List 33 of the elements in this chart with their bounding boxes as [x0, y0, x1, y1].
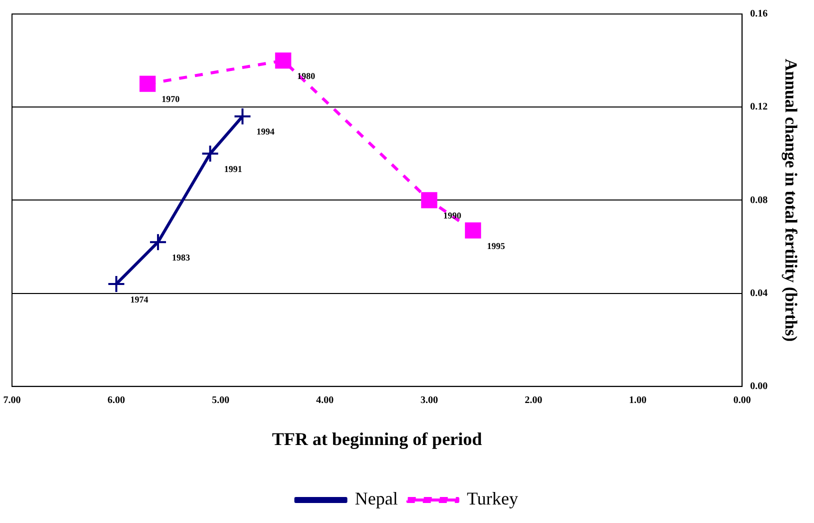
y-tick-label: 0.16	[750, 8, 768, 20]
y-tick-label: 0.00	[750, 380, 768, 392]
annotation: 1990	[443, 210, 462, 221]
point	[149, 233, 168, 252]
point	[107, 274, 126, 293]
point	[464, 222, 482, 239]
y-tick-label: 0.12	[750, 102, 768, 113]
y-tick-label: 0.08	[750, 194, 768, 206]
annotation: 1970	[162, 94, 180, 104]
legend-label: Turkey	[466, 488, 518, 509]
x-tick-label: 2.00	[524, 394, 542, 406]
annotation: 1980	[297, 70, 316, 81]
legend-label: Nepal	[354, 488, 398, 509]
x-tick-label: 5.00	[212, 394, 230, 406]
annotation: 1974	[130, 294, 149, 304]
y-axis-title: Annual change in total fertility (births)	[781, 58, 800, 342]
point	[201, 144, 220, 163]
annotation: 1991	[224, 164, 243, 174]
x-axis-title: TFR at beginning of period	[272, 428, 482, 449]
annotation: 1995	[487, 240, 506, 251]
annotation: 1983	[172, 252, 191, 262]
x-tick-label: 3.00	[420, 394, 438, 406]
x-tick-label: 0.00	[733, 394, 751, 406]
point	[234, 107, 252, 126]
x-tick-label: 1.00	[629, 394, 647, 406]
point	[140, 76, 156, 92]
point	[275, 52, 292, 69]
x-tick-label: 4.00	[316, 394, 334, 406]
y-tick-label: 0.04	[750, 288, 768, 299]
x-tick-label: 7.00	[3, 394, 21, 406]
annotation: 1994	[256, 126, 276, 137]
x-tick-label: 6.00	[108, 394, 126, 406]
point	[421, 192, 438, 208]
